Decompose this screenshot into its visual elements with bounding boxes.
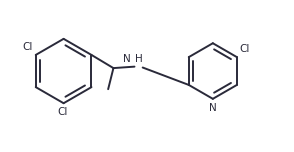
Text: Cl: Cl xyxy=(240,44,250,54)
Text: N: N xyxy=(209,103,217,113)
Text: Cl: Cl xyxy=(57,107,67,117)
Text: H: H xyxy=(135,54,143,64)
Text: N: N xyxy=(123,54,131,64)
Text: Cl: Cl xyxy=(22,42,33,52)
